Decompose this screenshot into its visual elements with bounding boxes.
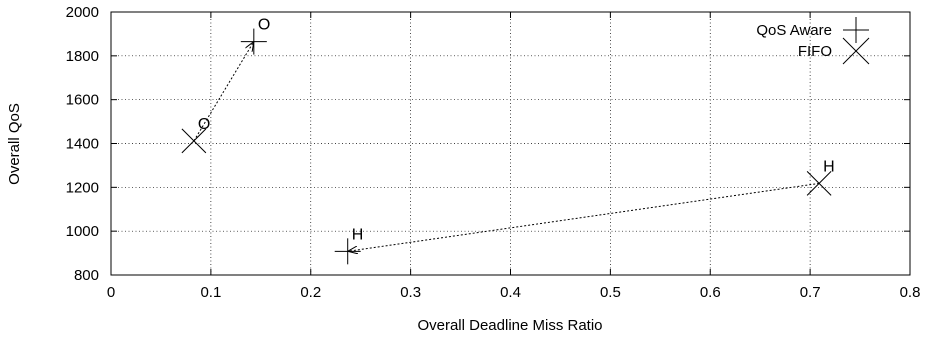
point-label: H bbox=[352, 226, 364, 243]
y-tick-label: 2000 bbox=[66, 4, 99, 21]
point-label: H bbox=[823, 158, 835, 175]
point-label: O bbox=[258, 17, 270, 34]
y-tick-label: 1400 bbox=[66, 136, 99, 153]
point-cross-marker bbox=[181, 128, 207, 154]
grid-lines bbox=[111, 12, 910, 275]
legend: QoS Aware FIFO bbox=[756, 17, 870, 65]
y-axis-label: Overall QoS bbox=[6, 103, 23, 185]
data-points: O H O H bbox=[181, 17, 835, 265]
arrow-line bbox=[348, 182, 820, 251]
y-tick-label: 800 bbox=[74, 267, 99, 284]
x-tick-label: 0.3 bbox=[400, 284, 421, 301]
arrow-line bbox=[193, 42, 254, 142]
y-tick-label: 1800 bbox=[66, 48, 99, 65]
x-tick-label: 0.8 bbox=[900, 284, 921, 301]
x-tick-label: 0.2 bbox=[300, 284, 321, 301]
point-plus-marker bbox=[240, 28, 267, 55]
x-tick-label: 0.7 bbox=[800, 284, 821, 301]
y-tick-label: 1000 bbox=[66, 223, 99, 240]
y-tick-label: 1600 bbox=[66, 92, 99, 109]
x-tick-label: 0 bbox=[107, 284, 115, 301]
x-tick-label: 0.4 bbox=[500, 284, 521, 301]
legend-cross-marker bbox=[842, 37, 870, 65]
point-plus-marker bbox=[334, 238, 361, 265]
legend-plus-marker bbox=[843, 17, 869, 43]
point-cross-marker bbox=[806, 171, 832, 196]
legend-label: QoS Aware bbox=[756, 22, 832, 39]
x-axis-ticks: 0 0.1 0.2 0.3 0.4 0.5 0.6 0.7 0.8 bbox=[107, 12, 921, 301]
x-tick-label: 0.1 bbox=[200, 284, 221, 301]
legend-label: FIFO bbox=[798, 43, 832, 60]
y-axis-ticks: 800 1000 1200 1400 1600 1800 2000 bbox=[66, 4, 910, 284]
arrows bbox=[193, 42, 820, 252]
x-tick-label: 0.5 bbox=[600, 284, 621, 301]
x-axis-label: Overall Deadline Miss Ratio bbox=[417, 317, 602, 334]
x-tick-label: 0.6 bbox=[700, 284, 721, 301]
point-label: O bbox=[198, 116, 210, 133]
y-tick-label: 1200 bbox=[66, 179, 99, 196]
